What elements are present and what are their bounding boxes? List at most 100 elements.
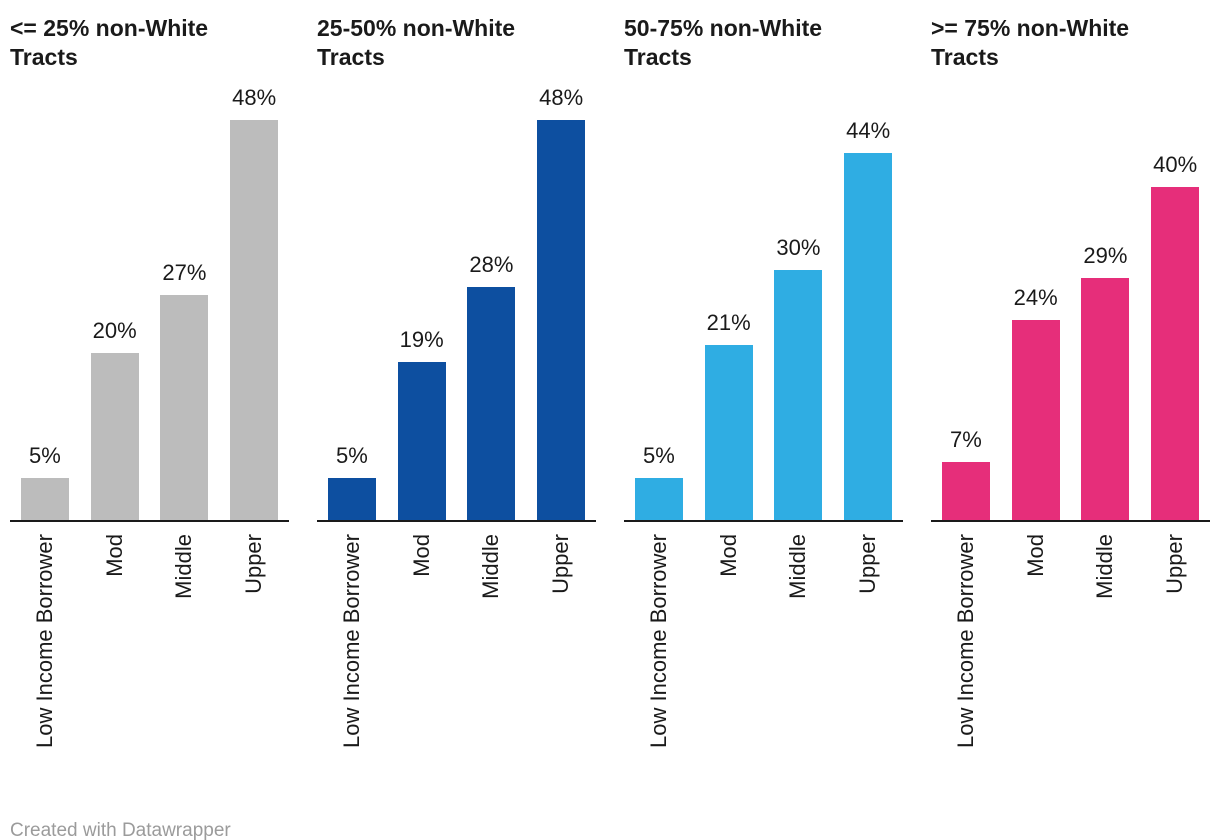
plot-area: 5% 20% 27% 48% xyxy=(10,85,289,522)
bar-slot: 27% xyxy=(150,260,220,520)
x-axis-label-slot: Low Income Borrower xyxy=(624,534,694,796)
x-axis-label: Upper xyxy=(855,534,881,594)
bar-slot: 40% xyxy=(1140,152,1210,520)
bar[interactable] xyxy=(1081,278,1130,520)
x-axis-label-slot: Middle xyxy=(764,534,834,796)
bar-slot: 48% xyxy=(526,85,596,520)
bar[interactable] xyxy=(537,120,586,520)
bar-value-label: 40% xyxy=(1153,151,1198,177)
x-axis-label: Upper xyxy=(548,534,574,594)
bar-value-label: 30% xyxy=(776,235,821,260)
bar[interactable] xyxy=(1011,320,1060,520)
bar-value-label: 29% xyxy=(1083,243,1128,269)
bar[interactable] xyxy=(774,270,823,520)
panel-25-50-non-white: 25-50% non-White Tracts 5% 19% 28% 48% Low … xyxy=(317,14,596,796)
x-axis-label-slot: Low Income Borrower xyxy=(317,534,387,796)
panel-50-75-non-white: 50-75% non-White Tracts 5% 21% 30% 44% Low … xyxy=(624,14,903,796)
bar[interactable] xyxy=(327,478,376,520)
panel-ge-75-non-white: >= 75% non-White Tracts 7% 24% 29% 40% Low … xyxy=(931,14,1210,796)
x-axis-label-slot: Mod xyxy=(387,534,457,796)
bar[interactable] xyxy=(90,353,139,520)
x-axis-label-slot: Low Income Borrower xyxy=(10,534,80,796)
bar-value-label: 19% xyxy=(399,326,444,352)
x-axis-label: Mod xyxy=(715,534,741,577)
bar-slot: 21% xyxy=(694,310,764,520)
x-axis-label-slot: Mod xyxy=(694,534,764,796)
bar-value-label: 5% xyxy=(335,443,368,469)
panels-row: <= 25% non-White Tracts 5% 20% 27% 48% Low … xyxy=(10,14,1210,796)
bar-value-label: 7% xyxy=(949,426,982,452)
bar[interactable] xyxy=(230,120,279,520)
bar-value-label: 24% xyxy=(1013,285,1058,310)
plot-area: 5% 21% 30% 44% xyxy=(624,86,903,522)
attribution-link[interactable]: Created with Datawrapper xyxy=(10,820,231,840)
attribution: Created with Datawrapper xyxy=(10,820,1210,840)
bar-slot: 7% xyxy=(931,427,1001,520)
bar-value-label: 44% xyxy=(846,118,891,144)
bar-slot: 5% xyxy=(624,443,694,520)
bar-slot: 5% xyxy=(317,443,387,520)
panel-title: >= 75% non-White Tracts xyxy=(931,15,1130,70)
x-axis-label: Mod xyxy=(408,534,434,577)
bar-slot: 29% xyxy=(1071,243,1141,520)
panel-title: 25-50% non-White Tracts xyxy=(317,15,516,70)
x-axis-label-slot: Middle xyxy=(457,534,527,796)
bar[interactable] xyxy=(1151,186,1200,520)
bar-value-label: 48% xyxy=(539,85,584,110)
bar-value-label: 21% xyxy=(706,310,751,335)
bar-slot: 19% xyxy=(387,327,457,520)
panel-le-25-non-white: <= 25% non-White Tracts 5% 20% 27% 48% Low … xyxy=(10,14,289,796)
x-axis-label: Middle xyxy=(1092,534,1118,599)
x-axis-label: Low Income Borrower xyxy=(31,534,57,748)
bar-slot: 5% xyxy=(10,443,80,520)
x-axis-labels: Low Income Borrower Mod Middle Upper xyxy=(624,522,903,796)
bar-value-label: 5% xyxy=(642,443,675,469)
plot-area: 7% 24% 29% 40% xyxy=(931,86,1210,522)
bar-slot: 24% xyxy=(1001,285,1071,520)
bar[interactable] xyxy=(941,461,990,520)
x-axis-label: Middle xyxy=(478,534,504,599)
x-axis-label: Low Income Borrower xyxy=(645,534,671,748)
bar[interactable] xyxy=(704,345,753,520)
x-axis-label-slot: Mod xyxy=(80,534,150,796)
bar[interactable] xyxy=(160,295,209,520)
panel-title: 50-75% non-White Tracts xyxy=(624,15,823,70)
x-axis-label: Upper xyxy=(241,534,267,594)
x-axis-label: Low Income Borrower xyxy=(952,534,978,748)
bar-slot: 28% xyxy=(457,252,527,520)
bar-slot: 48% xyxy=(219,85,289,520)
x-axis-label-slot: Mod xyxy=(1001,534,1071,796)
x-axis-label: Upper xyxy=(1162,534,1188,594)
bar-slot: 20% xyxy=(80,318,150,520)
x-axis-label: Middle xyxy=(171,534,197,599)
x-axis-label-slot: Middle xyxy=(150,534,220,796)
x-axis-labels: Low Income Borrower Mod Middle Upper xyxy=(10,522,289,796)
x-axis-labels: Low Income Borrower Mod Middle Upper xyxy=(931,522,1210,796)
x-axis-label: Middle xyxy=(785,534,811,599)
x-axis-label-slot: Upper xyxy=(1140,534,1210,796)
bar-value-label: 5% xyxy=(28,443,61,469)
bar-value-label: 28% xyxy=(469,251,514,277)
bar[interactable] xyxy=(844,153,893,520)
panel-title: <= 25% non-White Tracts xyxy=(10,15,209,70)
x-axis-label: Mod xyxy=(1022,534,1048,577)
x-axis-label-slot: Upper xyxy=(219,534,289,796)
plot-area: 5% 19% 28% 48% xyxy=(317,85,596,522)
bar[interactable] xyxy=(397,361,446,520)
x-axis-label: Low Income Borrower xyxy=(338,534,364,748)
x-axis-label-slot: Upper xyxy=(833,534,903,796)
bar-value-label: 48% xyxy=(232,85,277,110)
x-axis-label-slot: Low Income Borrower xyxy=(931,534,1001,796)
bar[interactable] xyxy=(634,478,683,520)
bar[interactable] xyxy=(467,286,516,520)
bar-value-label: 20% xyxy=(92,318,137,344)
x-axis-label-slot: Middle xyxy=(1071,534,1141,796)
x-axis-labels: Low Income Borrower Mod Middle Upper xyxy=(317,522,596,796)
bar[interactable] xyxy=(20,478,69,520)
bar-slot: 44% xyxy=(833,118,903,520)
x-axis-label: Mod xyxy=(101,534,127,577)
bar-slot: 30% xyxy=(764,235,834,520)
x-axis-label-slot: Upper xyxy=(526,534,596,796)
bar-value-label: 27% xyxy=(162,260,207,285)
